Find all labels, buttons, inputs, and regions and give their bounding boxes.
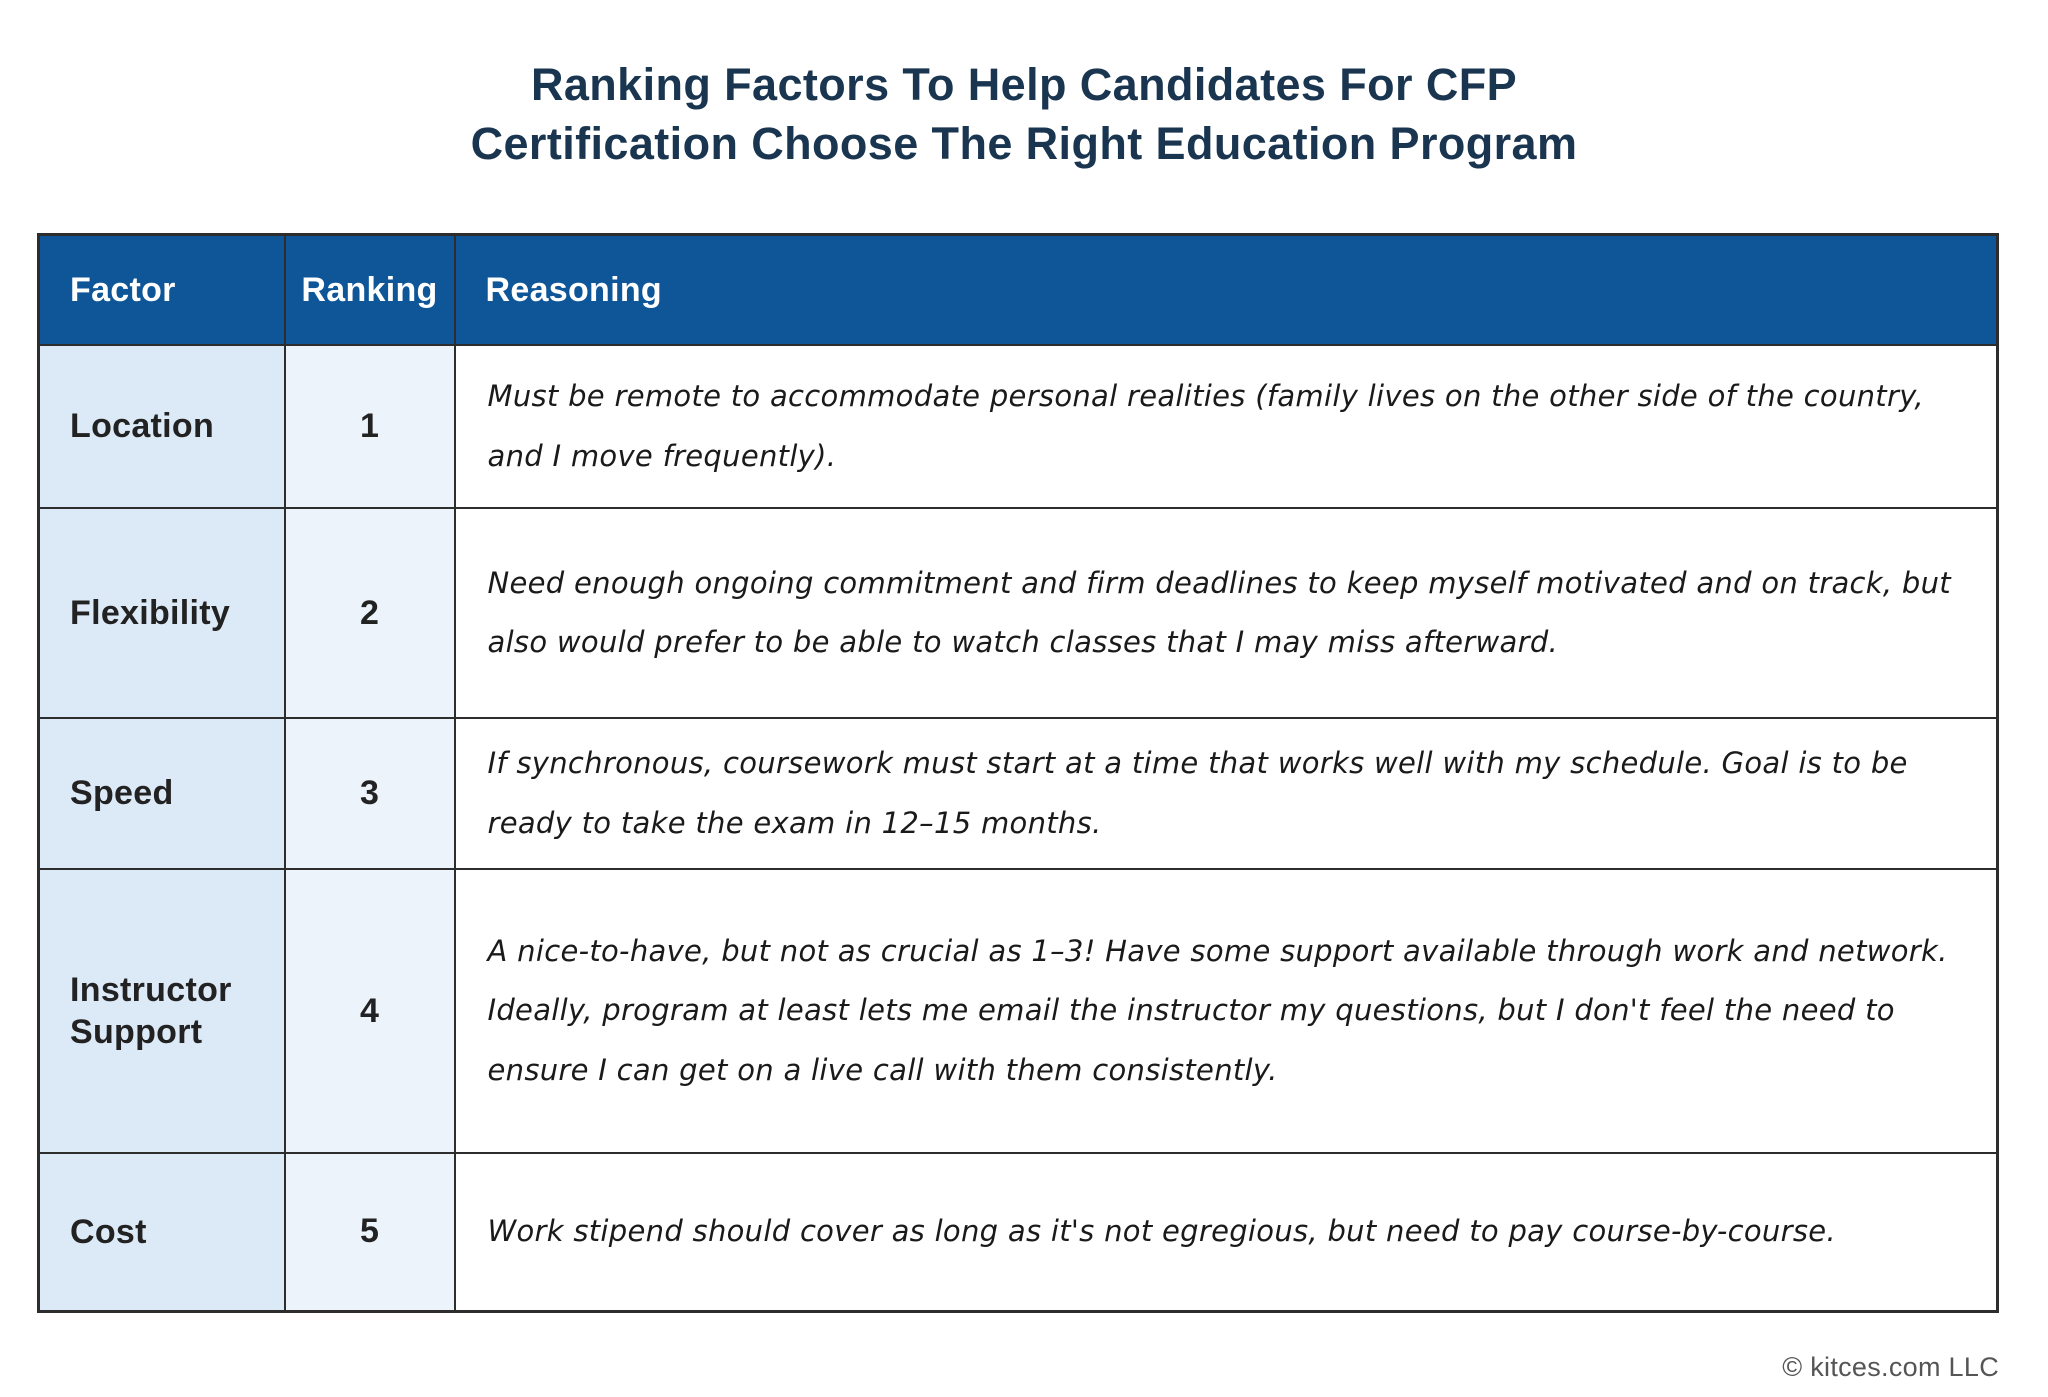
reasoning-cell: A nice-to-have, but not as crucial as 1–…	[453, 868, 1999, 1154]
table-header-row: Factor Ranking Reasoning	[37, 233, 1999, 346]
factor-cell: Speed	[37, 717, 286, 870]
column-header-reasoning: Reasoning	[453, 233, 1999, 346]
page-title: Ranking Factors To Help Candidates For C…	[0, 0, 2048, 173]
page-title-line-2: Certification Choose The Right Education…	[470, 117, 1578, 169]
ranking-cell: 1	[283, 344, 456, 509]
column-header-ranking: Ranking	[283, 233, 456, 346]
reasoning-cell: Need enough ongoing commitment and firm …	[453, 507, 1999, 719]
factor-cell: Location	[37, 344, 286, 509]
page-title-line-1: Ranking Factors To Help Candidates For C…	[530, 59, 1518, 110]
ranking-cell: 3	[283, 717, 456, 870]
factor-cell: Cost	[37, 1152, 286, 1312]
table-row: Cost 5 Work stipend should cover as long a…	[37, 1152, 1999, 1312]
factor-cell: Flexibility	[37, 507, 286, 719]
ranking-cell: 2	[283, 507, 456, 719]
ranking-cell: 5	[283, 1152, 456, 1312]
table-row: Instructor Support 4 A nice-to-have, but n…	[37, 868, 1999, 1154]
reasoning-cell: Must be remote to accommodate personal r…	[453, 344, 1999, 509]
reasoning-cell: If synchronous, coursework must start at…	[453, 717, 1999, 870]
table-row: Flexibility 2 Need enough ongoing commitme…	[37, 507, 1999, 719]
column-header-factor: Factor	[37, 233, 286, 346]
ranking-table: Factor Ranking Reasoning Location 1 Must b…	[37, 233, 1999, 1313]
ranking-cell: 4	[283, 868, 456, 1154]
factor-cell: Instructor Support	[37, 868, 286, 1154]
table-row: Location 1 Must be remote to accommodate p…	[37, 344, 1999, 509]
table-row: Speed 3 If synchronous, coursework must st…	[37, 717, 1999, 870]
reasoning-cell: Work stipend should cover as long as it'…	[453, 1152, 1999, 1312]
copyright-notice: © kitces.com LLC	[1782, 1352, 1999, 1382]
table-body: Location 1 Must be remote to accommodate p…	[37, 344, 1999, 1312]
